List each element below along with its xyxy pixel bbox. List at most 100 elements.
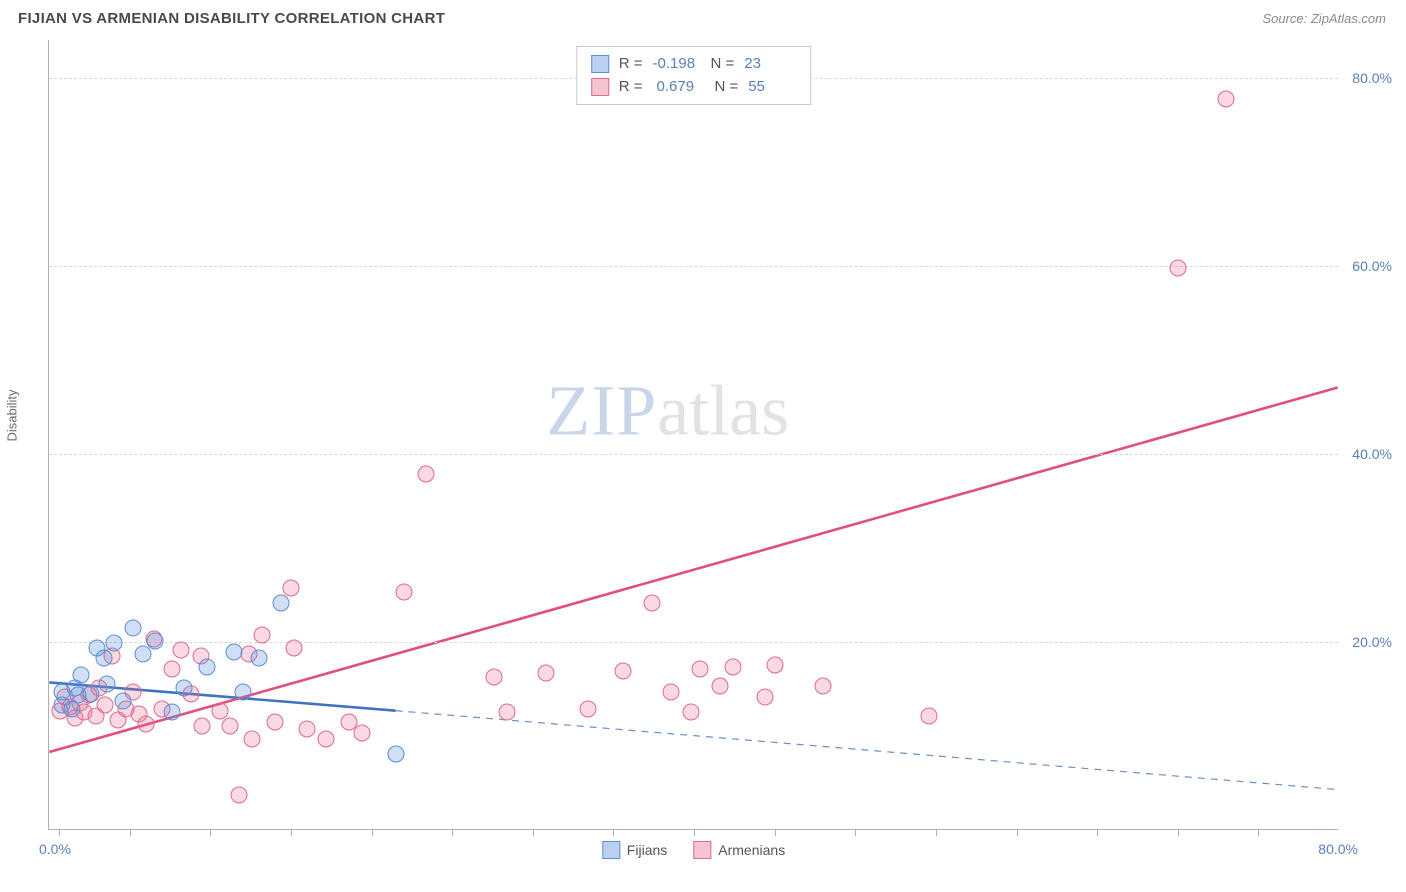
correlation-legend: R = -0.198 N = 23 R = 0.679 N = 55 xyxy=(576,46,812,105)
scatter-point xyxy=(286,640,303,657)
scatter-point xyxy=(163,661,180,678)
scatter-point xyxy=(724,659,741,676)
scatter-point xyxy=(1218,91,1235,108)
scatter-point xyxy=(173,642,190,659)
trend-line xyxy=(396,711,1338,790)
chart-header: FIJIAN VS ARMENIAN DISABILITY CORRELATIO… xyxy=(0,0,1406,27)
legend-swatch-fijians xyxy=(602,841,620,859)
scatter-point xyxy=(95,649,112,666)
scatter-point xyxy=(537,664,554,681)
scatter-point xyxy=(318,730,335,747)
chart-source: Source: ZipAtlas.com xyxy=(1262,11,1386,26)
x-tick xyxy=(130,829,131,836)
scatter-point xyxy=(766,657,783,674)
y-tick-label: 80.0% xyxy=(1352,70,1392,86)
gridline xyxy=(49,642,1338,643)
scatter-point xyxy=(99,676,116,693)
y-tick-label: 20.0% xyxy=(1352,634,1392,650)
stat-r-label: R = xyxy=(619,53,643,76)
scatter-point xyxy=(147,632,164,649)
scatter-point xyxy=(250,649,267,666)
scatter-point xyxy=(486,668,503,685)
scatter-point xyxy=(105,634,122,651)
scatter-point xyxy=(387,745,404,762)
scatter-point xyxy=(73,666,90,683)
scatter-point xyxy=(615,663,632,680)
scatter-point xyxy=(498,704,515,721)
scatter-point xyxy=(353,725,370,742)
legend-swatch-armenians xyxy=(693,841,711,859)
x-tick xyxy=(936,829,937,836)
chart-container: Disability ZIPatlas R = -0.198 N = 23 R … xyxy=(18,40,1388,880)
gridline xyxy=(49,266,1338,267)
stat-n-value-0: 23 xyxy=(744,53,792,76)
scatter-point xyxy=(418,465,435,482)
scatter-point xyxy=(231,787,248,804)
scatter-point xyxy=(1169,260,1186,277)
y-tick-label: 60.0% xyxy=(1352,258,1392,274)
scatter-point xyxy=(194,717,211,734)
x-tick xyxy=(855,829,856,836)
scatter-point xyxy=(226,644,243,661)
x-tick xyxy=(372,829,373,836)
scatter-point xyxy=(579,700,596,717)
x-tick xyxy=(1097,829,1098,836)
correlation-row-0: R = -0.198 N = 23 xyxy=(591,53,797,76)
watermark-atlas: atlas xyxy=(657,370,789,450)
gridline xyxy=(49,454,1338,455)
x-tick xyxy=(1017,829,1018,836)
scatter-point xyxy=(395,584,412,601)
scatter-point xyxy=(266,713,283,730)
scatter-point xyxy=(124,619,141,636)
x-tick xyxy=(59,829,60,836)
x-tick xyxy=(1178,829,1179,836)
series-legend-item-fijians: Fijians xyxy=(602,841,667,859)
x-axis-min-label: 0.0% xyxy=(39,841,71,857)
correlation-row-1: R = 0.679 N = 55 xyxy=(591,76,797,99)
scatter-point xyxy=(273,595,290,612)
legend-swatch-armenians xyxy=(591,78,609,96)
scatter-point xyxy=(692,661,709,678)
series-legend-item-armenians: Armenians xyxy=(693,841,785,859)
scatter-point xyxy=(163,704,180,721)
watermark-zip: ZIP xyxy=(546,370,657,450)
scatter-point xyxy=(199,659,216,676)
source-name: ZipAtlas.com xyxy=(1311,11,1386,26)
scatter-point xyxy=(815,678,832,695)
scatter-point xyxy=(921,708,938,725)
stat-n-label: N = xyxy=(715,76,739,99)
watermark: ZIPatlas xyxy=(546,369,789,452)
stat-r-label: R = xyxy=(619,76,643,99)
scatter-point xyxy=(115,693,132,710)
scatter-point xyxy=(711,678,728,695)
series-legend-label: Armenians xyxy=(718,842,785,858)
plot-area: ZIPatlas R = -0.198 N = 23 R = 0.679 N =… xyxy=(48,40,1338,830)
scatter-point xyxy=(97,696,114,713)
x-tick xyxy=(210,829,211,836)
scatter-point xyxy=(253,627,270,644)
stat-r-value-1: 0.679 xyxy=(657,76,705,99)
x-axis-max-label: 80.0% xyxy=(1318,841,1358,857)
chart-title: FIJIAN VS ARMENIAN DISABILITY CORRELATIO… xyxy=(18,10,445,27)
scatter-point xyxy=(234,683,251,700)
series-legend-label: Fijians xyxy=(627,842,667,858)
x-tick xyxy=(694,829,695,836)
y-tick-label: 40.0% xyxy=(1352,446,1392,462)
stat-n-value-1: 55 xyxy=(748,76,796,99)
scatter-point xyxy=(663,683,680,700)
source-prefix: Source: xyxy=(1262,11,1310,26)
x-tick xyxy=(452,829,453,836)
scatter-point xyxy=(82,685,99,702)
scatter-point xyxy=(644,595,661,612)
scatter-point xyxy=(176,679,193,696)
y-axis-label: Disability xyxy=(5,389,20,441)
x-tick xyxy=(291,829,292,836)
scatter-point xyxy=(211,702,228,719)
x-tick xyxy=(1258,829,1259,836)
legend-swatch-fijians xyxy=(591,55,609,73)
scatter-point xyxy=(299,721,316,738)
scatter-point xyxy=(282,580,299,597)
x-tick xyxy=(775,829,776,836)
scatter-point xyxy=(244,730,261,747)
scatter-point xyxy=(137,715,154,732)
